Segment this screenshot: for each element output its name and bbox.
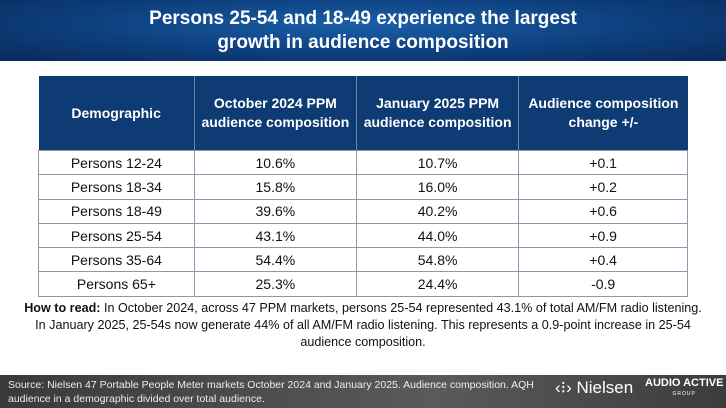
- aag-logo-sub: GROUP: [672, 391, 696, 397]
- table-cell: +0.2: [518, 174, 688, 200]
- table-cell: +0.6: [518, 198, 688, 224]
- title-line-1: Persons 25-54 and 18-49 experience the l…: [149, 8, 577, 29]
- nielsen-logo: ‹⁝› Nielsen: [555, 378, 634, 397]
- table-cell: -0.9: [518, 271, 688, 297]
- table-cell: Persons 18-49: [38, 198, 195, 224]
- title-line-2: growth in audience composition: [217, 32, 509, 53]
- footer: Source: Nielsen 47 Portable People Meter…: [0, 375, 726, 408]
- table-cell: 10.6%: [193, 149, 358, 176]
- table-cell: Persons 35-64: [38, 247, 195, 273]
- table-cell: 25.3%: [193, 271, 358, 297]
- table-row: Persons 65+ 25.3% 24.4% -0.9: [38, 271, 688, 297]
- table-cell: +0.9: [518, 222, 688, 249]
- table-cell: Persons 18-34: [38, 174, 195, 200]
- table-row: Persons 18-34 15.8% 16.0% +0.2: [38, 174, 688, 200]
- how-to-read: How to read: In October 2024, across 47 …: [20, 300, 706, 351]
- table-cell: 44.0%: [355, 222, 520, 249]
- table-cell: Persons 25-54: [38, 222, 195, 249]
- table-cell: +0.4: [518, 247, 688, 273]
- table-cell: 24.4%: [355, 271, 520, 297]
- table-row: Persons 18-49 39.6% 40.2% +0.6: [38, 198, 688, 224]
- table-cell: 40.2%: [355, 198, 520, 224]
- title-banner: Persons 25-54 and 18-49 experience the l…: [0, 0, 726, 61]
- table-cell: 10.7%: [355, 149, 520, 176]
- composition-table: Demographic October 2024 PPM audience co…: [38, 76, 688, 297]
- table-cell: 54.4%: [193, 247, 358, 273]
- header-change: Audience composition change +/-: [518, 76, 688, 151]
- nielsen-icon: ‹⁝›: [555, 378, 572, 397]
- table-cell: Persons 12-24: [38, 149, 195, 176]
- nielsen-logo-text: Nielsen: [576, 378, 634, 397]
- audio-active-group-logo: AUDIO ACTIVE GROUP: [645, 378, 723, 400]
- how-to-read-label: How to read:: [24, 301, 101, 315]
- table-row: Persons 35-64 54.4% 54.8% +0.4: [38, 247, 688, 273]
- table-row: Persons 25-54 43.1% 44.0% +0.9: [38, 222, 688, 249]
- table-row: Persons 12-24 10.6% 10.7% +0.1: [38, 149, 688, 176]
- table-cell: 43.1%: [193, 222, 358, 249]
- header-demographic: Demographic: [38, 76, 195, 151]
- source-note: Source: Nielsen 47 Portable People Meter…: [8, 379, 534, 405]
- header-jan-2025: January 2025 PPM audience composition: [355, 76, 519, 151]
- aag-logo-main: AUDIO ACTIVE: [645, 377, 724, 389]
- table-cell: 54.8%: [355, 247, 520, 273]
- table-cell: 16.0%: [355, 174, 520, 200]
- table-cell: 15.8%: [193, 174, 358, 200]
- table-cell: +0.1: [518, 149, 688, 176]
- how-to-read-text: In October 2024, across 47 PPM markets, …: [35, 301, 702, 349]
- table-cell: 39.6%: [193, 198, 358, 224]
- table-cell: Persons 65+: [38, 271, 195, 297]
- header-oct-2024: October 2024 PPM audience composition: [193, 76, 357, 151]
